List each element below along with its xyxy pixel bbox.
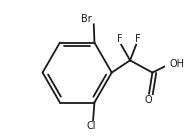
- Text: OH: OH: [169, 59, 184, 69]
- Text: O: O: [144, 95, 152, 105]
- Text: F: F: [135, 34, 140, 44]
- Text: Br: Br: [81, 14, 92, 24]
- Text: Cl: Cl: [87, 121, 97, 131]
- Text: F: F: [117, 34, 123, 44]
